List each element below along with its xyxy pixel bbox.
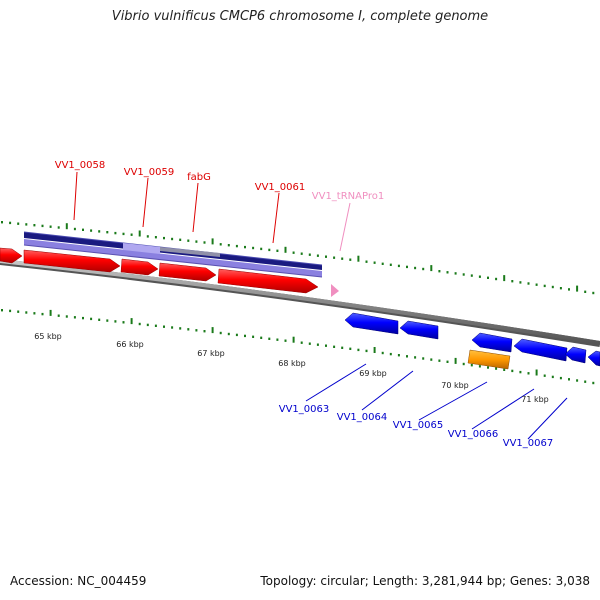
- map-title: Vibrio vulnificus CMCP6 chromosome I, co…: [111, 9, 489, 24]
- gene-label-vv1-0065[interactable]: VV1_0065: [393, 420, 444, 431]
- reverse-genes: [344, 312, 600, 370]
- inner-tick-ring: [1, 309, 595, 385]
- gene-arrow-vv1-0063[interactable]: [344, 312, 399, 335]
- kbp-label-66: 66 kbp: [116, 340, 144, 349]
- kbp-label-69: 69 kbp: [359, 369, 387, 378]
- accession-label: Accession: NC_004459: [10, 574, 147, 588]
- gene-label-vv1-0067[interactable]: VV1_0067: [503, 438, 554, 449]
- gene-labels-top: VV1_0058 VV1_0059 fabG VV1_0061 VV1_tRNA…: [55, 160, 384, 202]
- backbone: [0, 259, 600, 347]
- kbp-label-68: 68 kbp: [278, 359, 306, 368]
- trna-label[interactable]: VV1_tRNAPro1: [312, 191, 384, 202]
- gene-label-vv1-0058[interactable]: VV1_0058: [55, 160, 106, 171]
- topology-info: Topology: circular; Length: 3,281,944 bp…: [260, 574, 590, 588]
- gene-label-vv1-0066[interactable]: VV1_0066: [448, 429, 499, 440]
- gene-arrow-fabg[interactable]: [158, 262, 217, 282]
- gene-label-vv1-0059[interactable]: VV1_0059: [124, 167, 175, 178]
- gene-arrow-vv1-0058[interactable]: [23, 249, 121, 273]
- label-connectors: [73, 171, 568, 440]
- gene-label-vv1-0063[interactable]: VV1_0063: [279, 404, 330, 415]
- feature-bars: [23, 231, 323, 278]
- gene-arrow-vv1-0067[interactable]: [564, 346, 587, 364]
- gene-labels-bottom: VV1_0063 VV1_0064 VV1_0065 VV1_0066 VV1_…: [279, 404, 554, 449]
- gene-arrow-vv1-0065[interactable]: [471, 332, 513, 353]
- gene-arrow-vv1-0059[interactable]: [120, 258, 159, 276]
- kbp-labels: 65 kbp 66 kbp 67 kbp 68 kbp 69 kbp 70 kb…: [34, 332, 549, 404]
- feature-bar-segment: [160, 247, 220, 257]
- kbp-label-70: 70 kbp: [441, 381, 469, 390]
- gene-label-fabg[interactable]: fabG: [187, 172, 211, 183]
- kbp-label-65: 65 kbp: [34, 332, 62, 341]
- feature-bar-lavender: [23, 239, 323, 278]
- gene-label-vv1-0061[interactable]: VV1_0061: [255, 182, 306, 193]
- forward-genes: [0, 247, 339, 297]
- kbp-label-71: 71 kbp: [521, 395, 549, 404]
- gene-arrow-forward-edge[interactable]: [0, 247, 23, 264]
- orange-feature[interactable]: [467, 349, 511, 370]
- gene-arrow-vv1-0066[interactable]: [513, 338, 568, 362]
- gene-arrow-vv1-0064[interactable]: [399, 320, 439, 340]
- outer-tick-ring: [1, 221, 595, 295]
- gene-arrow-vv1-0061[interactable]: [217, 268, 319, 294]
- trna-arrow[interactable]: [331, 284, 339, 297]
- gene-label-vv1-0064[interactable]: VV1_0064: [337, 412, 388, 423]
- kbp-label-67: 67 kbp: [197, 349, 225, 358]
- gene-arrow-reverse-edge[interactable]: [587, 350, 600, 367]
